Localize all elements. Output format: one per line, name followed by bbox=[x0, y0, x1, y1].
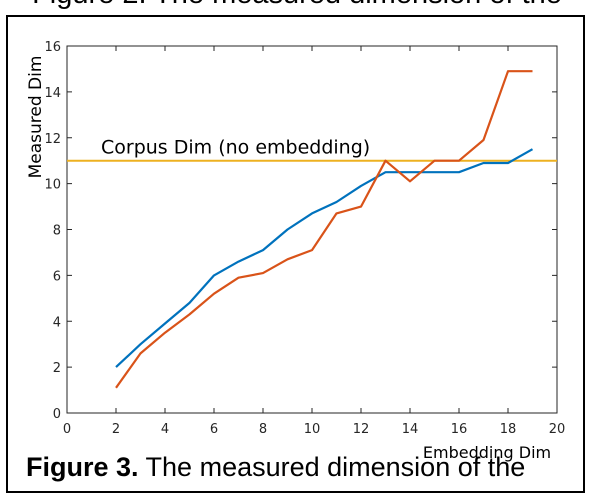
y-tick-label: 12 bbox=[44, 132, 61, 147]
y-tick-label: 8 bbox=[53, 224, 61, 239]
axes bbox=[66, 45, 558, 414]
series-line-1 bbox=[115, 148, 534, 368]
x-tick-label: 12 bbox=[353, 422, 370, 437]
y-tick-label: 14 bbox=[44, 86, 61, 101]
figure-caption-label: Figure 3. bbox=[26, 452, 139, 482]
figure-caption: Figure 3. The measured dimension of the bbox=[26, 452, 586, 483]
y-tick-label: 16 bbox=[44, 40, 61, 55]
y-axis-label: Measured Dim bbox=[26, 56, 46, 179]
x-tick-label: 18 bbox=[500, 422, 517, 437]
y-axis-ticks: 0 2 4 6 8 10 12 14 16 bbox=[44, 40, 557, 422]
x-tick-label: 10 bbox=[304, 422, 321, 437]
y-tick-label: 10 bbox=[44, 178, 61, 193]
x-tick-label: 16 bbox=[451, 422, 468, 437]
series-line-2 bbox=[115, 70, 533, 389]
x-tick-label: 20 bbox=[549, 422, 566, 437]
x-axis-ticks: 0 2 4 6 8 10 12 14 16 18 20 bbox=[63, 46, 565, 437]
y-tick-label: 6 bbox=[53, 269, 61, 284]
x-tick-label: 2 bbox=[112, 422, 120, 437]
reference-line-label: Corpus Dim (no embedding) bbox=[101, 137, 370, 159]
plot-area-box bbox=[66, 45, 558, 414]
x-tick-label: 14 bbox=[402, 422, 419, 437]
y-tick-label: 4 bbox=[53, 315, 61, 330]
series bbox=[115, 70, 534, 389]
x-tick-label: 6 bbox=[210, 422, 218, 437]
x-axis-label: Embedding Dim bbox=[423, 443, 551, 462]
y-tick-label: 0 bbox=[53, 407, 61, 422]
x-tick-label: 0 bbox=[63, 422, 71, 437]
y-tick-label: 2 bbox=[53, 361, 61, 376]
x-tick-label: 8 bbox=[259, 422, 267, 437]
previous-figure-caption: Figure 2. The measured dimension of the bbox=[0, 0, 594, 11]
figure-caption-text: The measured dimension of the bbox=[145, 452, 526, 482]
x-tick-label: 4 bbox=[161, 422, 169, 437]
